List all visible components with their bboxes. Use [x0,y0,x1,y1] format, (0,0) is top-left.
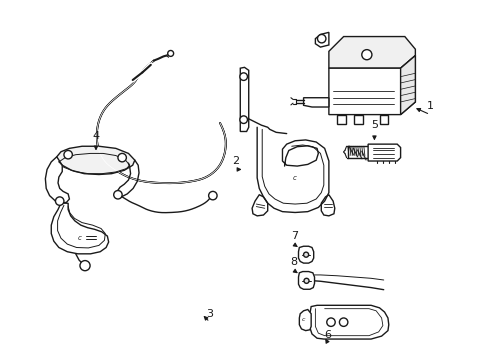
Text: c: c [78,235,81,241]
Circle shape [361,50,371,60]
Polygon shape [298,271,314,289]
Polygon shape [321,195,334,216]
Polygon shape [57,146,135,175]
Circle shape [55,197,64,205]
Polygon shape [353,114,362,124]
Polygon shape [328,55,414,114]
Polygon shape [299,310,310,330]
Polygon shape [303,98,328,107]
Circle shape [303,252,308,257]
Polygon shape [400,55,414,114]
Text: 1: 1 [426,101,433,111]
Polygon shape [379,114,387,124]
Circle shape [326,318,334,327]
Text: 7: 7 [290,231,297,241]
Circle shape [167,50,173,57]
Circle shape [114,190,122,199]
Circle shape [208,192,217,200]
Text: 8: 8 [290,257,297,267]
Polygon shape [309,305,388,339]
Text: 2: 2 [231,156,238,166]
Circle shape [339,318,347,327]
Text: 4: 4 [92,131,100,141]
Polygon shape [298,246,313,263]
Polygon shape [328,37,414,68]
Polygon shape [51,203,108,254]
Circle shape [317,35,325,43]
Polygon shape [337,114,345,124]
Polygon shape [45,157,69,203]
Circle shape [64,150,72,159]
Circle shape [118,153,126,162]
Text: 6: 6 [324,330,331,340]
Circle shape [240,116,247,123]
Text: c: c [292,175,296,181]
Circle shape [240,73,247,80]
Polygon shape [252,195,267,216]
Text: 3: 3 [206,309,213,319]
Polygon shape [315,32,328,47]
Circle shape [304,278,308,283]
Polygon shape [240,67,248,131]
Text: c: c [301,317,305,322]
Circle shape [80,261,90,271]
Text: 5: 5 [370,120,377,130]
Polygon shape [367,144,400,161]
